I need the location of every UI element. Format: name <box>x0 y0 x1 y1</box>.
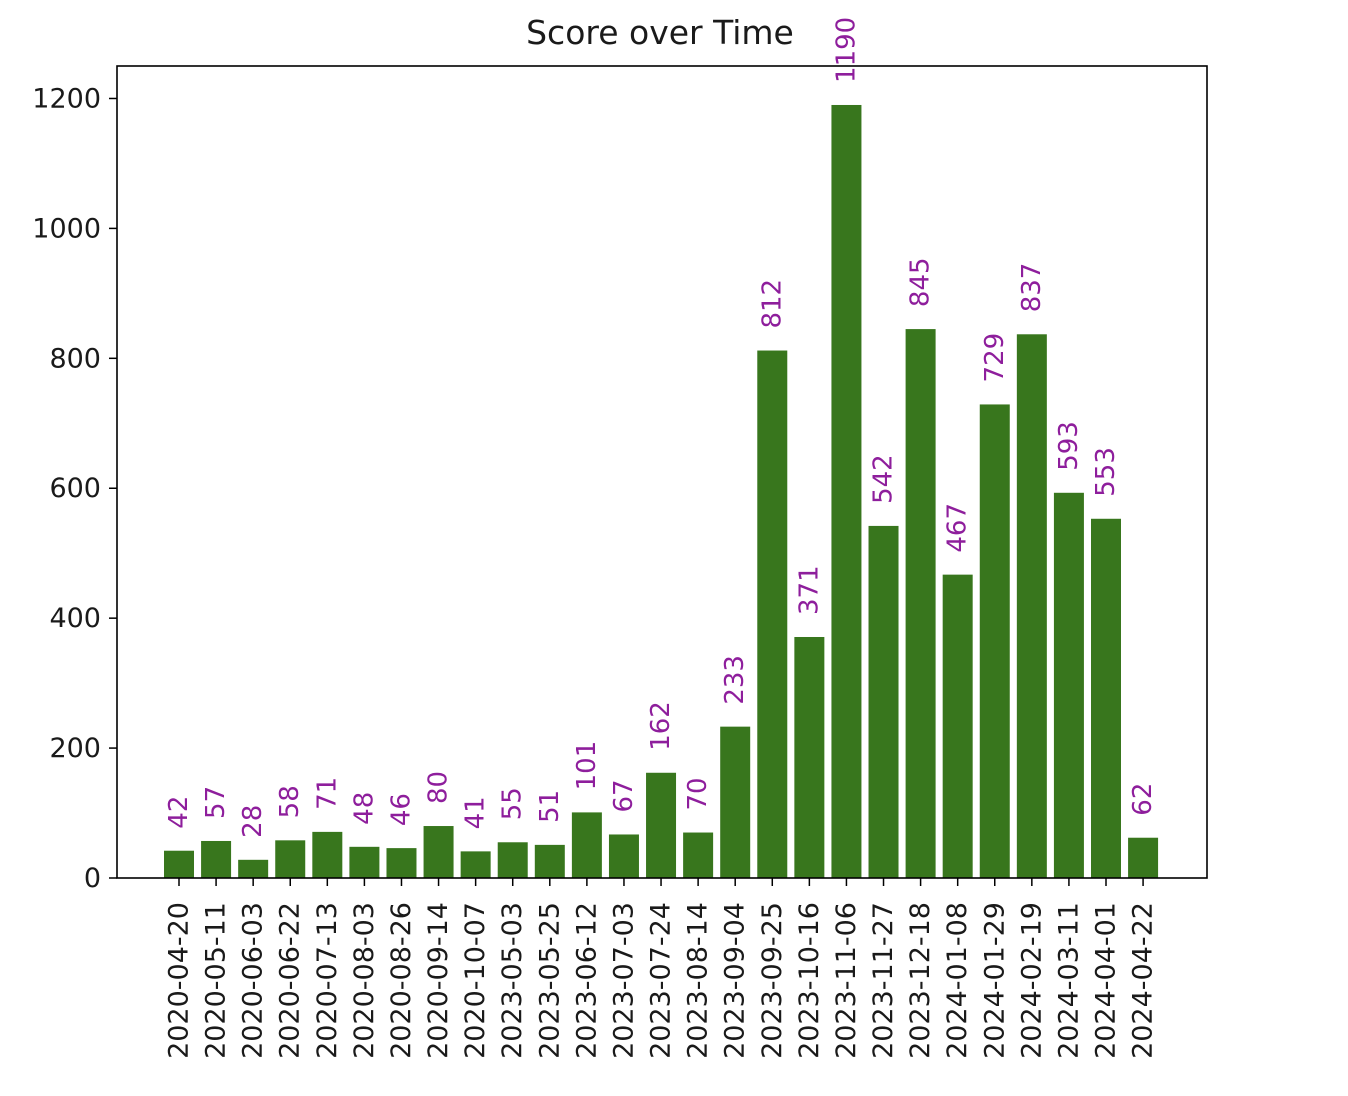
x-tick-label: 2020-08-26 <box>386 902 417 1059</box>
y-tick-label: 600 <box>49 473 101 504</box>
bar-value-label: 233 <box>720 655 750 705</box>
bar <box>1091 518 1121 878</box>
bar-value-label: 162 <box>646 701 676 751</box>
y-tick-label: 800 <box>49 343 101 374</box>
bar-value-label: 41 <box>461 796 491 829</box>
bar <box>979 404 1010 878</box>
bar <box>794 636 825 878</box>
bar-value-label: 80 <box>424 771 454 804</box>
bar <box>1016 334 1047 878</box>
bar-value-label: 553 <box>1091 447 1121 497</box>
bar-value-label: 467 <box>943 503 973 553</box>
bar <box>312 831 343 878</box>
bar <box>423 826 454 878</box>
bar <box>386 848 417 878</box>
y-tick-label: 400 <box>49 603 101 634</box>
bar-value-label: 593 <box>1054 421 1084 471</box>
bar-value-label: 371 <box>794 565 824 615</box>
bar-value-label: 62 <box>1128 783 1158 816</box>
bar-value-label: 542 <box>869 454 899 504</box>
bar-value-label: 46 <box>386 793 416 826</box>
x-tick-label: 2020-08-03 <box>349 902 380 1059</box>
x-tick-label: 2024-01-08 <box>942 902 973 1059</box>
bar <box>164 850 194 878</box>
x-tick-label: 2020-07-13 <box>312 902 343 1059</box>
bar <box>201 840 232 878</box>
bar <box>275 840 306 878</box>
bar-value-label: 812 <box>757 279 787 329</box>
bar-value-label: 58 <box>275 785 305 818</box>
x-tick-label: 2020-09-14 <box>423 902 454 1059</box>
x-tick-label: 2023-12-18 <box>905 902 936 1059</box>
x-tick-label: 2020-06-22 <box>275 902 306 1059</box>
x-tick-label: 2020-10-07 <box>460 902 491 1059</box>
bar <box>720 726 751 878</box>
bar <box>683 832 714 878</box>
bar-value-label: 57 <box>201 786 231 819</box>
x-tick-label: 2023-11-27 <box>868 902 899 1059</box>
bar <box>460 851 491 878</box>
bar-value-label: 845 <box>906 257 936 307</box>
bar <box>608 834 639 878</box>
bar <box>1053 492 1084 878</box>
y-tick-label: 1000 <box>32 213 101 244</box>
x-tick-label: 2024-03-11 <box>1053 902 1084 1059</box>
bar-value-label: 28 <box>238 805 268 838</box>
x-tick-label: 2023-05-03 <box>497 902 528 1059</box>
plot-frame <box>116 65 1208 879</box>
bar <box>905 329 936 878</box>
bar <box>942 574 973 878</box>
bar <box>534 844 565 878</box>
bar-value-label: 729 <box>980 333 1010 383</box>
bar <box>646 772 677 878</box>
x-tick-label: 2024-02-19 <box>1016 902 1047 1059</box>
x-tick-label: 2023-07-03 <box>608 902 639 1059</box>
x-tick-label: 2024-01-29 <box>979 902 1010 1059</box>
bar-value-label: 1190 <box>831 17 861 83</box>
chart-title: Score over Time <box>526 13 794 52</box>
bar <box>497 842 528 878</box>
bar <box>571 812 602 878</box>
y-tick-label: 0 <box>84 863 101 894</box>
x-tick-label: 2020-06-03 <box>238 902 269 1059</box>
bars-layer <box>164 104 1159 879</box>
bar <box>349 846 380 878</box>
x-tick-label: 2023-10-16 <box>794 902 825 1059</box>
bar-value-label: 101 <box>572 741 602 791</box>
bar-value-label: 51 <box>535 790 565 823</box>
bar-value-label: 48 <box>349 792 379 825</box>
x-tick-label: 2020-05-11 <box>201 902 232 1059</box>
bar <box>831 104 862 878</box>
y-tick-label: 1200 <box>32 83 101 114</box>
x-tick-label: 2023-11-06 <box>831 902 862 1059</box>
x-tick-label: 2024-04-22 <box>1128 902 1159 1059</box>
x-tick-label: 2023-09-25 <box>757 902 788 1059</box>
y-tick-label: 200 <box>49 733 101 764</box>
x-tick-label: 2020-04-20 <box>164 902 195 1059</box>
bar <box>868 525 899 878</box>
bar-value-label: 71 <box>312 777 342 810</box>
x-tick-label: 2023-06-12 <box>571 902 602 1059</box>
bar-value-label: 70 <box>683 777 713 810</box>
x-tick-label: 2023-07-24 <box>646 902 677 1059</box>
bar-value-label: 55 <box>498 787 528 820</box>
bar <box>238 859 269 878</box>
x-tick-label: 2024-04-01 <box>1091 902 1122 1059</box>
bar-value-label: 837 <box>1017 263 1047 313</box>
bar-value-label: 42 <box>164 796 194 829</box>
y-axis: 0 200 400 600 800 1000 1200 <box>32 83 117 894</box>
bar <box>1128 837 1159 878</box>
x-tick-label: 2023-05-25 <box>534 902 565 1059</box>
bar <box>757 350 788 879</box>
bar-value-label: 67 <box>609 779 639 812</box>
x-tick-label: 2023-08-14 <box>683 902 714 1059</box>
x-axis: 2020-04-20 2020-05-11 2020-06-03 2020-06-22… <box>164 878 1159 1059</box>
x-tick-label: 2023-09-04 <box>720 902 751 1059</box>
